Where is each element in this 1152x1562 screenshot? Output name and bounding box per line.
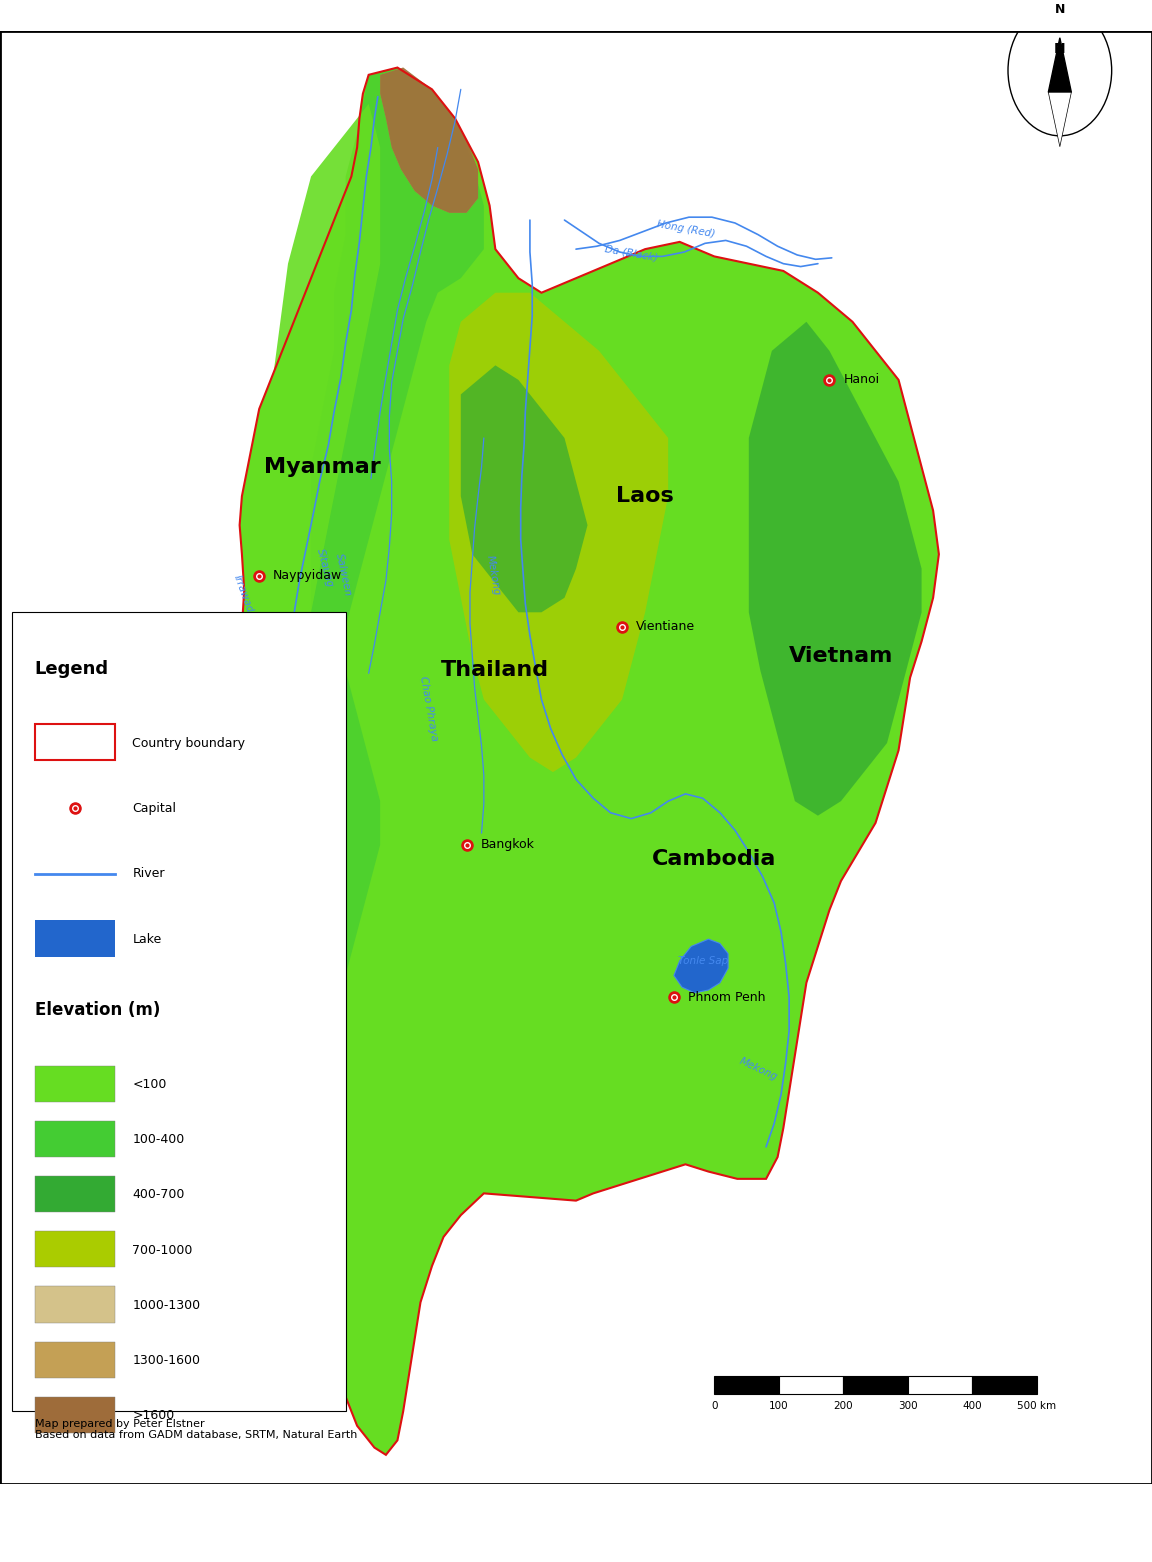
Polygon shape [674, 939, 728, 993]
Text: 1000-1300: 1000-1300 [132, 1298, 200, 1312]
Text: 300: 300 [897, 1401, 918, 1410]
Text: 500 km: 500 km [1017, 1401, 1056, 1410]
Text: 0: 0 [711, 1401, 718, 1410]
Text: Sitaung: Sitaung [314, 547, 335, 589]
Text: Salween: Salween [334, 551, 353, 597]
Bar [35, 1065, 115, 1101]
Text: Lake: Lake [132, 933, 161, 945]
Text: Country boundary: Country boundary [132, 737, 245, 750]
Polygon shape [242, 103, 380, 947]
Text: Legend: Legend [35, 659, 108, 678]
Text: N: N [1054, 3, 1066, 16]
Text: Cambodia: Cambodia [652, 850, 776, 870]
Text: 400: 400 [962, 1401, 983, 1410]
Bar [35, 1396, 115, 1432]
Polygon shape [380, 67, 478, 212]
Text: Myanmar: Myanmar [264, 458, 381, 476]
Bar [843, 1376, 908, 1393]
Bar [35, 1231, 115, 1267]
Text: 700-1000: 700-1000 [132, 1243, 192, 1256]
Text: 1300-1600: 1300-1600 [132, 1354, 200, 1367]
Text: Tonle Sap: Tonle Sap [677, 956, 728, 965]
Bar [35, 1176, 115, 1212]
Text: N: N [1054, 42, 1066, 56]
Text: Mekong: Mekong [485, 555, 501, 597]
Text: Elevation (m): Elevation (m) [35, 1001, 160, 1018]
Polygon shape [1048, 92, 1071, 147]
Text: 400-700: 400-700 [132, 1189, 184, 1201]
Text: River: River [132, 867, 165, 881]
Text: Irrawaddy: Irrawaddy [232, 573, 259, 626]
Bar [779, 1376, 843, 1393]
Polygon shape [749, 322, 922, 815]
Bar [35, 1287, 115, 1323]
Polygon shape [380, 67, 478, 212]
Text: 100: 100 [768, 1401, 789, 1410]
Text: 200: 200 [833, 1401, 854, 1410]
Text: Hong (Red): Hong (Red) [655, 219, 715, 239]
Polygon shape [461, 366, 588, 612]
Text: Thailand: Thailand [441, 661, 550, 681]
Text: Naypyidaw: Naypyidaw [273, 570, 342, 583]
Polygon shape [219, 67, 939, 1454]
Text: Map prepared by Peter Elstner
Based on data from GADM database, SRTM, Natural Ea: Map prepared by Peter Elstner Based on d… [35, 1418, 357, 1440]
Polygon shape [449, 292, 668, 772]
Bar [35, 725, 115, 761]
Text: Phnom Penh: Phnom Penh [688, 990, 765, 1004]
Bar [714, 1376, 779, 1393]
Bar [35, 920, 115, 956]
Text: Mekong: Mekong [737, 1056, 779, 1082]
Text: Vietnam: Vietnam [789, 645, 893, 665]
Bar [908, 1376, 972, 1393]
Text: Hanoi: Hanoi [843, 373, 879, 386]
Text: Da (Black): Da (Black) [604, 244, 659, 262]
Bar [972, 1376, 1037, 1393]
Text: Bangkok: Bangkok [480, 839, 535, 851]
Text: Vientiane: Vientiane [636, 620, 695, 633]
Text: Chao Phraya: Chao Phraya [418, 675, 439, 742]
Bar [35, 1342, 115, 1378]
Polygon shape [1048, 37, 1071, 92]
Text: Capital: Capital [132, 801, 176, 815]
Text: Laos: Laos [616, 486, 674, 506]
Text: 100-400: 100-400 [132, 1132, 184, 1147]
Bar [35, 1120, 115, 1157]
Bar [12, 612, 346, 1412]
Text: >1600: >1600 [132, 1409, 175, 1421]
Text: <100: <100 [132, 1078, 167, 1090]
Polygon shape [300, 67, 484, 1018]
